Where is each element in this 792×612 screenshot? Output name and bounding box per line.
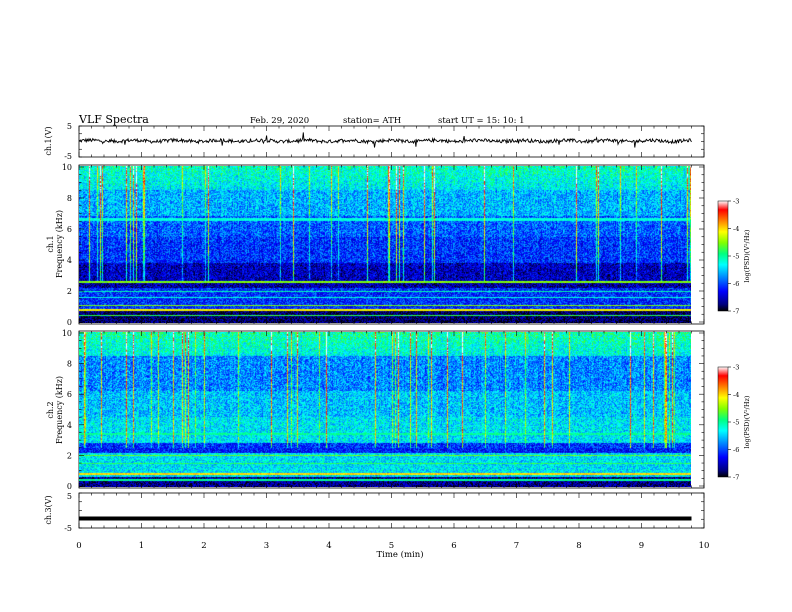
- ch1-waveform-frame: [78, 125, 705, 158]
- ch3-waveform-ylabel: ch.3(V): [44, 495, 53, 524]
- x-tick-label: 7: [514, 541, 519, 551]
- ch2-frequency-tick-labels: 0 2 4 6 8 10: [62, 329, 72, 491]
- x-tick-label: 3: [264, 541, 269, 551]
- frequency-tick-label: 6: [67, 390, 72, 399]
- station-label: station= ATH: [343, 116, 401, 126]
- frequency-tick-label: 0: [67, 318, 72, 327]
- ch1-frequency-tick-labels: 0 2 4 6 8 10: [62, 163, 72, 327]
- colorbar-tick-label: -6: [733, 446, 739, 454]
- frequency-tick-label: 10: [62, 329, 72, 338]
- ch3-waveform-frame: [78, 492, 705, 529]
- ch1-ytick-top: 5: [67, 122, 72, 131]
- ch1-spectrogram-image: [79, 166, 691, 323]
- colorbar-tick-label: -7: [733, 308, 739, 316]
- ch3-waveform-panel: 5 -5 ch.3(V): [44, 492, 705, 533]
- ch3-ytick-top: 5: [67, 492, 72, 501]
- ch1-waveform-ylabel: ch.1(V): [44, 126, 53, 155]
- colorbar-tick-label: -5: [733, 419, 739, 427]
- ch1-spectrogram-ticks: [78, 165, 705, 324]
- ch2-colorbar-ticks: -3 -4 -5 -6 -7: [728, 364, 739, 482]
- ch2-spectrogram-channel-label: ch.2Frequency (kHz): [46, 376, 64, 444]
- frequency-tick-label: 8: [67, 360, 72, 369]
- ch3-waveform-ticks: [78, 492, 705, 529]
- x-tick-label: 8: [576, 541, 581, 551]
- ch2-spectrogram-ticks: [78, 331, 705, 488]
- ch2-spectrogram-panel: 0 2 4 6 8 10 ch.2Frequency (kHz) -3 -4 -5 -6 -7 l…: [46, 329, 751, 491]
- x-tick-label: 1: [139, 541, 144, 551]
- frequency-tick-label: 0: [67, 482, 72, 491]
- date-label: Feb. 29, 2020: [250, 116, 309, 126]
- ch1-ytick-bottom: -5: [64, 152, 72, 161]
- x-tick-label: 0: [76, 541, 81, 551]
- x-axis-label: Time (min): [376, 549, 423, 560]
- frequency-tick-label: 10: [62, 163, 72, 172]
- colorbar-tick-label: -4: [733, 391, 739, 399]
- colorbar-tick-label: -6: [733, 280, 739, 288]
- ch1-spectrogram-panel: 0 2 4 6 8 10 ch.1Frequency (kHz) -3 -4 -5 -6 -7 l…: [46, 163, 751, 327]
- ch1-colorbar-label: log(PSD)(V²/Hz): [743, 229, 751, 282]
- x-tick-label: 5: [389, 541, 394, 551]
- start-time-label: start UT = 15: 10: 1: [438, 116, 525, 126]
- ch2-colorbar: [717, 366, 729, 478]
- x-axis-tick-labels: 0 1 2 3 4 5 6 7 8 9 10: [76, 541, 709, 551]
- frequency-tick-label: 8: [67, 194, 72, 203]
- ch1-colorbar: [717, 200, 729, 312]
- frequency-tick-label: 2: [67, 287, 72, 296]
- colorbar-tick-label: -5: [733, 253, 739, 261]
- ch1-waveform-ticks: [78, 125, 705, 158]
- ch1-spectrogram-channel-label: ch.1Frequency (kHz): [46, 210, 64, 278]
- x-tick-label: 2: [201, 541, 206, 551]
- frequency-tick-label: 4: [67, 256, 72, 265]
- x-tick-label: 10: [699, 541, 710, 551]
- frequency-tick-label: 4: [67, 421, 72, 430]
- ch1-colorbar-ticks: -3 -4 -5 -6 -7: [728, 198, 739, 316]
- ch2-colorbar-label: log(PSD)(V²/Hz): [743, 395, 751, 448]
- ch3-ytick-bottom: -5: [64, 524, 72, 533]
- ch2-spectrogram-image: [79, 332, 691, 487]
- colorbar-tick-label: -4: [733, 225, 739, 233]
- ch1-waveform-trace: [79, 132, 692, 148]
- figure-title: VLF Spectra: [78, 113, 149, 126]
- x-tick-label: 4: [326, 541, 331, 551]
- ch1-waveform-panel: 5 -5 ch.1(V): [44, 122, 705, 161]
- x-tick-label: 6: [451, 541, 456, 551]
- x-tick-label: 9: [639, 541, 644, 551]
- frequency-tick-label: 6: [67, 225, 72, 234]
- frequency-tick-label: 2: [67, 451, 72, 460]
- colorbar-tick-label: -3: [733, 364, 739, 372]
- colorbar-tick-label: -3: [733, 198, 739, 206]
- colorbar-tick-label: -7: [733, 474, 739, 482]
